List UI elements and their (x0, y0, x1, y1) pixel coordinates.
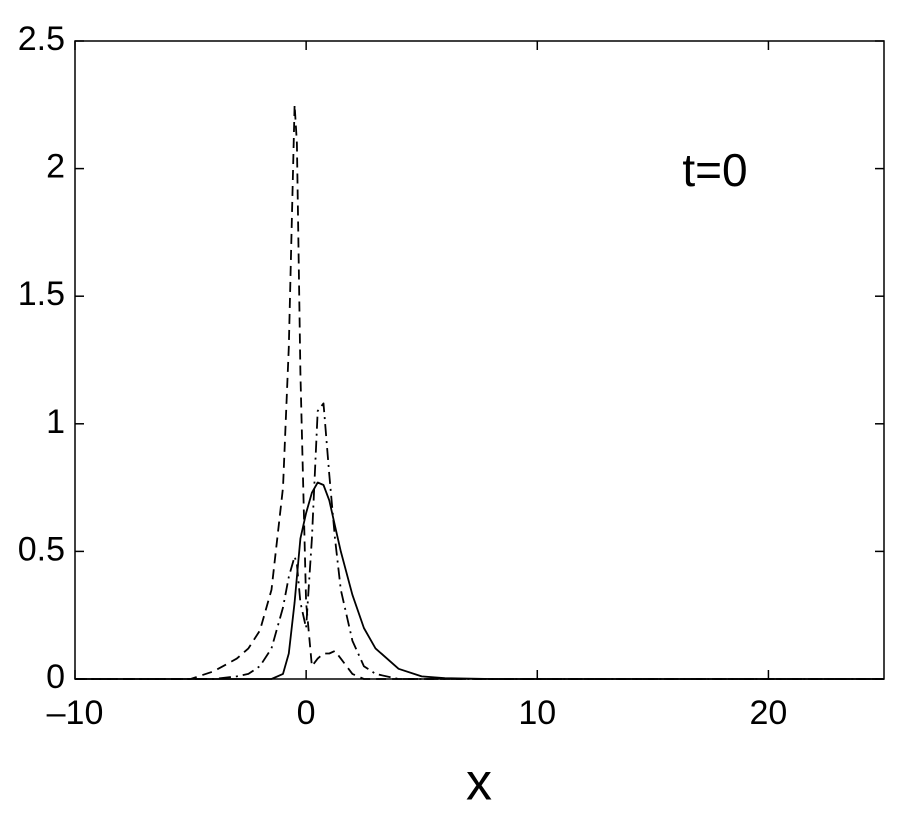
y-tick-label: 2 (46, 148, 65, 186)
series-line (75, 103, 884, 680)
x-tick-label: 20 (750, 694, 788, 732)
series-line (75, 402, 884, 680)
y-tick-label: 2.5 (18, 20, 65, 58)
annotation: t=0 (682, 144, 747, 196)
y-tick-label: 0 (46, 658, 65, 696)
x-axis-label: x (466, 754, 492, 812)
x-tick-label: –10 (47, 694, 104, 732)
x-tick-label: 10 (518, 694, 556, 732)
plot-frame (74, 40, 885, 680)
y-tick-label: 0.5 (18, 530, 65, 568)
x-tick-label: 0 (297, 694, 316, 732)
y-tick-label: 1.5 (18, 275, 65, 313)
series-line (75, 481, 884, 680)
y-tick-label: 1 (46, 403, 65, 441)
